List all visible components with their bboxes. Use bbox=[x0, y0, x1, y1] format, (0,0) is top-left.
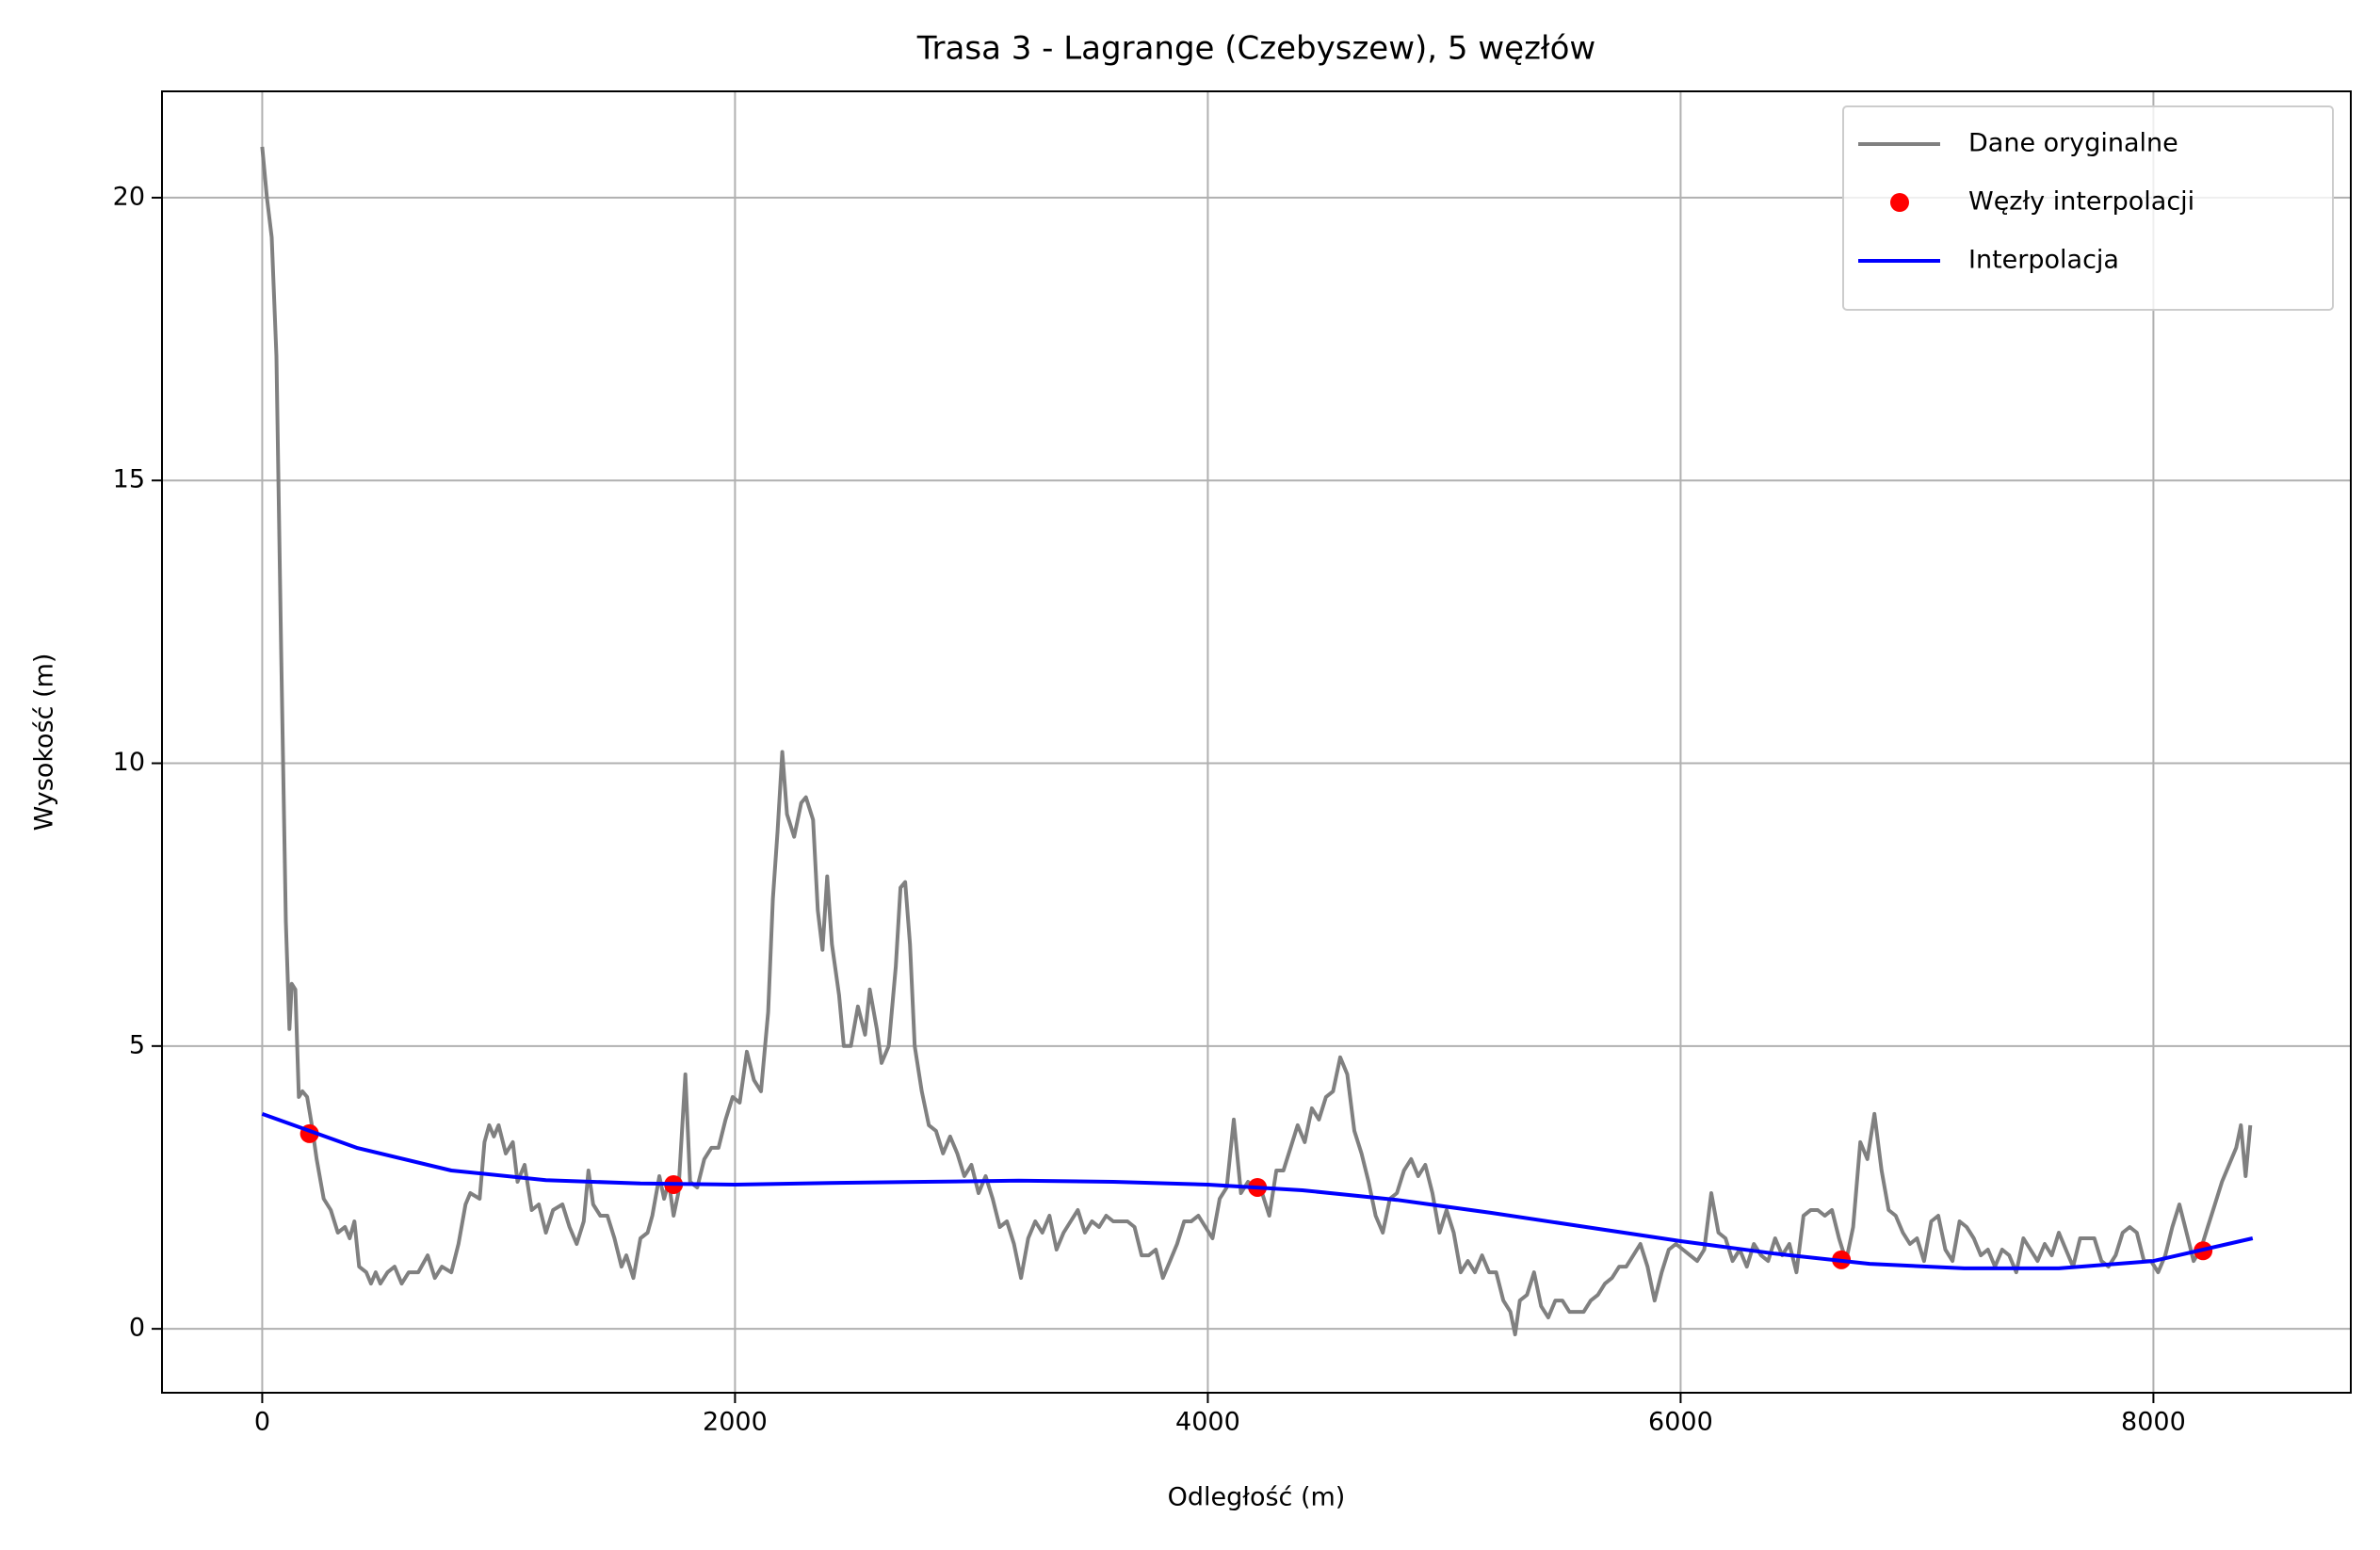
series-line bbox=[260, 146, 2253, 1337]
legend-label: Dane oryginalne bbox=[1968, 129, 2178, 158]
y-tick-label: 20 bbox=[113, 182, 145, 211]
legend-box bbox=[1842, 105, 2334, 311]
y-axis-label: Wysokość (m) bbox=[30, 654, 59, 832]
chart-title: Trasa 3 - Lagrange (Czebyszew), 5 węzłów bbox=[916, 30, 1595, 68]
legend-label: Interpolacja bbox=[1968, 246, 2119, 275]
x-axis-label: Odległość (m) bbox=[1168, 1483, 1346, 1512]
y-tick-label: 0 bbox=[129, 1314, 145, 1343]
y-tick-label: 5 bbox=[129, 1030, 145, 1059]
series-line bbox=[261, 1112, 2254, 1270]
y-tick-label: 15 bbox=[113, 465, 145, 494]
x-tick-label: 0 bbox=[254, 1408, 270, 1437]
x-tick-label: 2000 bbox=[703, 1408, 768, 1437]
legend-marker bbox=[1890, 193, 1909, 212]
plot-frame bbox=[161, 90, 2352, 1394]
x-tick-label: 4000 bbox=[1175, 1408, 1240, 1437]
y-tick-label: 10 bbox=[113, 748, 145, 777]
legend-label: Węzły interpolacji bbox=[1968, 187, 2194, 217]
x-tick-label: 8000 bbox=[2121, 1408, 2186, 1437]
x-tick-label: 6000 bbox=[1648, 1408, 1713, 1437]
